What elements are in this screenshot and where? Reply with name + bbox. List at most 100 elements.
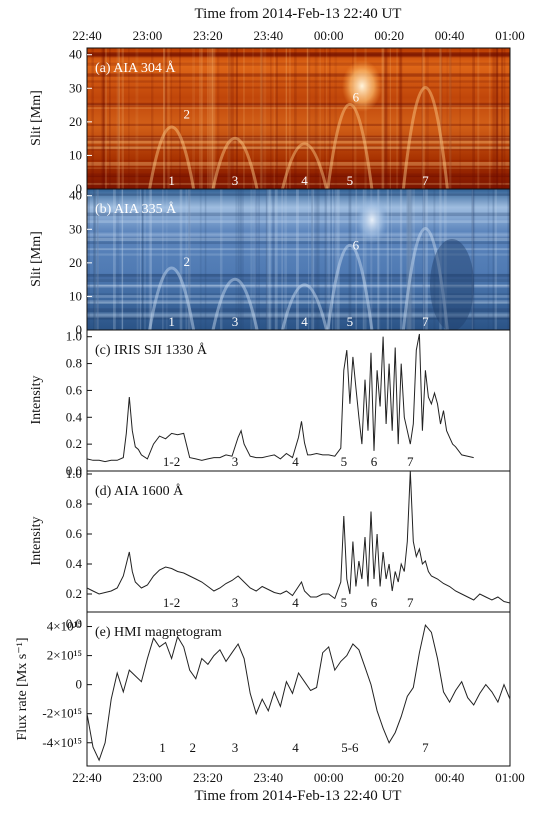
heatmap-streak [87, 237, 510, 241]
panel-b-bright-region [356, 196, 388, 244]
heatmap-streak [87, 312, 510, 314]
heatmap-streak [166, 189, 168, 330]
heatmap-streak [308, 48, 311, 189]
panel-a-annotations: 1 2 3 4 5 6 7 [168, 90, 429, 188]
bottom-time-tick-label: 22:40 [72, 770, 102, 785]
heatmap-streak [87, 278, 510, 282]
heatmap-streak [492, 48, 495, 189]
heatmap-streak [235, 189, 237, 330]
y-tick-label: 10 [69, 147, 82, 162]
heatmap-streak [87, 103, 510, 106]
panel-d-annotations: 1-2 3 4 5 6 7 [163, 595, 414, 610]
event-label: 3 [232, 454, 239, 469]
heatmap-streak [311, 189, 315, 330]
heatmap-streak [87, 248, 510, 251]
heatmap-streak [348, 189, 352, 330]
heatmap-streak [102, 48, 104, 189]
heatmap-streak [87, 237, 510, 241]
bottom-time-tick-label: 23:00 [133, 770, 163, 785]
heatmap-streak [266, 189, 268, 330]
heatmap-streak [422, 189, 426, 330]
panel-b-aia335: (b) AIA 335 Å 1 2 3 4 5 6 7 0 10 20 30 40 Slit [Mm… [29, 188, 511, 337]
heatmap-streak [364, 48, 367, 189]
heatmap-streak [93, 189, 96, 330]
heatmap-streak [311, 189, 313, 330]
heatmap-streak [141, 189, 143, 330]
y-tick-label: 10 [69, 288, 82, 303]
panel-e-y-ticks: 4×10¹⁵ 2×10¹⁵ 0 -2×10¹⁵ -4×10¹⁵ [42, 619, 92, 750]
bottom-time-tick-label: 00:20 [374, 770, 404, 785]
heatmap-streak [96, 189, 99, 330]
event-label: 7 [422, 740, 429, 755]
heatmap-streak [409, 189, 413, 330]
heatmap-streak [471, 189, 474, 330]
heatmap-streak [503, 48, 506, 189]
heatmap-streak [443, 189, 447, 330]
heatmap-streak [319, 48, 322, 189]
heatmap-streak [121, 189, 124, 330]
heatmap-streak [433, 189, 436, 330]
heatmap-streak [352, 48, 354, 189]
heatmap-streak [87, 53, 510, 58]
event-label: 6 [353, 237, 360, 252]
heatmap-streak [294, 48, 297, 189]
heatmap-streak [128, 48, 130, 189]
y-tick-label: 0.2 [66, 436, 82, 451]
bottom-axis-title: Time from 2014-Feb-13 22:40 UT [195, 788, 402, 804]
heatmap-streak [97, 189, 99, 330]
heatmap-streak [211, 48, 214, 189]
heatmap-streak [151, 48, 154, 189]
heatmap-streak [449, 48, 452, 189]
heatmap-streak [87, 313, 510, 317]
heatmap-streak [377, 189, 381, 330]
event-label: 4 [301, 314, 308, 329]
panel-e-ylabel: Flux rate [Mx s⁻¹] [15, 638, 30, 741]
heatmap-streak [314, 48, 318, 189]
heatmap-streak [268, 189, 272, 330]
y-tick-label: 0.8 [66, 496, 82, 511]
y-tick-label: 0.0 [66, 463, 82, 478]
heatmap-streak [87, 137, 510, 141]
heatmap-streak [275, 48, 278, 189]
heatmap-streak [260, 48, 264, 189]
panel-e-annotations: 1 2 3 4 5-6 7 [159, 740, 429, 755]
heatmap-streak [396, 48, 398, 189]
heatmap-streak [185, 189, 188, 330]
heatmap-streak [307, 189, 310, 330]
heatmap-streak [87, 253, 510, 256]
event-label: 2 [183, 107, 190, 122]
heatmap-streak [377, 189, 379, 330]
heatmap-streak [259, 48, 263, 189]
heatmap-streak [488, 48, 491, 189]
heatmap-streak [102, 48, 104, 189]
heatmap-streak [421, 48, 423, 189]
panel-c-ylabel: Intensity [29, 376, 44, 425]
heatmap-streak [284, 189, 288, 330]
heatmap-streak [324, 189, 327, 330]
heatmap-streak [370, 189, 373, 330]
heatmap-streak [87, 173, 510, 178]
heatmap-streak [258, 189, 260, 330]
panel-a-y-ticks: 0 10 20 30 40 [69, 47, 92, 196]
heatmap-streak [329, 48, 331, 189]
heatmap-streak [421, 48, 425, 189]
heatmap-streak [141, 189, 144, 330]
heatmap-loop [281, 142, 329, 189]
heatmap-streak [354, 48, 357, 189]
panel-c-y-ticks: 0.0 0.2 0.4 0.6 0.8 1.0 [66, 329, 92, 478]
panel-e-hmi: (e) HMI magnetogram 1 2 3 4 5-6 7 4×10¹⁵ 2×10¹… [15, 611, 511, 767]
heatmap-loop [401, 227, 449, 330]
heatmap-streak [406, 189, 409, 330]
heatmap-streak [227, 48, 231, 189]
panel-d-series-line [86, 470, 511, 604]
heatmap-streak [265, 189, 267, 330]
heatmap-streak [87, 302, 510, 304]
heatmap-streak [266, 189, 268, 330]
heatmap-streak [390, 189, 393, 330]
heatmap-streak [87, 233, 510, 238]
heatmap-streak [116, 48, 120, 189]
y-tick-label: 40 [69, 47, 82, 62]
top-time-tick-label: 00:00 [314, 28, 344, 43]
heatmap-loop [211, 278, 259, 330]
heatmap-streak [87, 241, 510, 245]
